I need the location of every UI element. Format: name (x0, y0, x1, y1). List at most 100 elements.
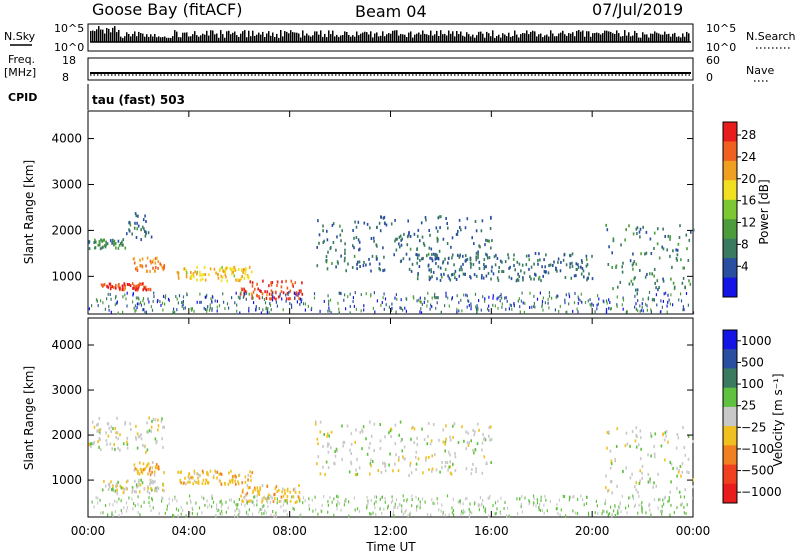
nsky-bar (186, 32, 188, 42)
range-cell (138, 478, 140, 482)
range-cell (416, 443, 419, 447)
range-cell (258, 490, 260, 494)
ground-scatter-cell (648, 502, 650, 506)
nsky-bar (432, 35, 434, 42)
range-cell (489, 438, 491, 442)
nsky-bar (132, 34, 134, 42)
ground-scatter-cell (135, 296, 137, 300)
nsky-bar (352, 35, 354, 42)
nsky-bar (436, 30, 438, 42)
range-cell (639, 469, 641, 473)
ground-scatter-cell (196, 512, 198, 516)
ground-scatter-cell (622, 307, 624, 311)
range-cell (522, 278, 524, 282)
range-cell (150, 261, 152, 265)
ground-scatter-cell (156, 300, 158, 304)
range-cell (481, 219, 484, 223)
ground-scatter-cell (504, 296, 506, 300)
ground-scatter-cell (237, 503, 239, 506)
ground-scatter-cell (545, 498, 547, 502)
range-cell (442, 237, 445, 241)
ground-scatter-cell (163, 294, 165, 298)
range-cell (382, 269, 384, 273)
ground-scatter-cell (252, 296, 254, 300)
range-cell (339, 224, 341, 228)
range-cell (143, 487, 146, 491)
range-cell (581, 267, 584, 270)
ground-scatter-cell (217, 508, 219, 512)
range-cell (406, 243, 409, 247)
ground-scatter-cell (683, 495, 685, 499)
range-cell (331, 223, 334, 227)
range-cell (438, 249, 441, 253)
range-cell (683, 446, 686, 449)
range-cell (282, 494, 285, 498)
range-cell (252, 290, 255, 294)
range-cell (390, 435, 392, 438)
ground-scatter-cell (568, 295, 571, 299)
nsky-bar (254, 35, 256, 42)
ground-scatter-cell (477, 308, 479, 312)
nsky-bar (146, 34, 148, 42)
range-cell (225, 275, 227, 279)
ground-scatter-cell (568, 292, 570, 296)
ground-scatter-cell (572, 309, 574, 313)
range-cell (473, 451, 475, 455)
ground-scatter-cell (440, 509, 442, 513)
ground-scatter-cell (387, 504, 389, 508)
ground-scatter-cell (264, 301, 267, 305)
range-cell (260, 290, 262, 293)
ground-scatter-cell (209, 306, 211, 310)
ground-scatter-cell (246, 501, 248, 505)
ground-scatter-cell (373, 291, 375, 295)
range-cell (680, 258, 682, 262)
nsky-bar (348, 35, 350, 42)
ground-scatter-cell (448, 513, 450, 517)
ground-scatter-cell (383, 292, 385, 296)
range-cell (222, 269, 224, 273)
ground-scatter-cell (354, 508, 356, 512)
nsky-bar (286, 31, 288, 42)
range-cell (224, 270, 227, 274)
range-cell (639, 479, 641, 483)
ground-scatter-cell (231, 296, 233, 300)
nsky-bar (158, 36, 160, 42)
range-cell (409, 464, 411, 468)
ground-scatter-cell (683, 505, 685, 509)
nsky-bar (364, 31, 366, 42)
range-cell (285, 279, 287, 283)
ground-scatter-cell (562, 494, 564, 498)
range-cell (504, 260, 507, 264)
ground-scatter-cell (110, 310, 112, 314)
nsky-bar (576, 30, 578, 42)
nsky-bar (270, 35, 272, 42)
ground-scatter-cell (180, 506, 182, 509)
range-cell (134, 221, 136, 225)
range-cell (117, 239, 120, 243)
ground-scatter-cell (242, 295, 244, 299)
ground-scatter-cell (348, 514, 350, 518)
range-cell (622, 470, 624, 474)
range-cell (533, 262, 535, 266)
range-cell (142, 282, 144, 286)
range-cell (141, 282, 143, 286)
ground-scatter-cell (248, 306, 250, 310)
range-cell (215, 271, 217, 275)
range-cell (662, 247, 665, 251)
range-cell (122, 243, 124, 247)
ground-scatter-cell (420, 307, 422, 311)
ground-scatter-cell (267, 307, 269, 311)
range-cell (112, 487, 114, 491)
range-cell (538, 275, 541, 279)
range-cell (156, 466, 158, 470)
nsky-bar (150, 34, 152, 42)
range-cell (520, 269, 522, 273)
ground-scatter-cell (271, 298, 274, 302)
nsky-bar (350, 36, 352, 42)
ground-scatter-cell (511, 307, 513, 311)
ground-scatter-cell (608, 512, 611, 516)
nsky-bar (374, 33, 376, 42)
range-cell (160, 263, 163, 267)
range-cell (199, 273, 201, 277)
range-cell (472, 428, 474, 432)
